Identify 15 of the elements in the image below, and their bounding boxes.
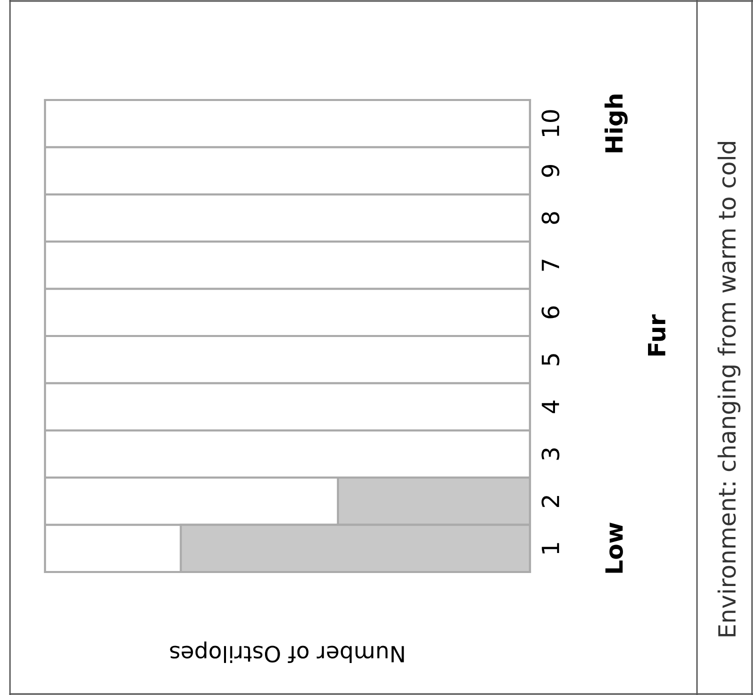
y-tick-label: 8 (542, 212, 560, 224)
y-tick-label: 3 (542, 448, 560, 460)
y-tick-label: 6 (542, 306, 560, 318)
y-tick-label: 5 (542, 354, 560, 366)
y-axis-title: Fur (648, 314, 666, 356)
y-tick-label: 1 (542, 543, 560, 554)
y-tick-label: 2 (542, 496, 560, 507)
text: Environment: changing from warm to cold (718, 142, 740, 636)
y-tick-label: 9 (542, 164, 560, 177)
text: High (604, 94, 628, 152)
x-axis-title: Number of Ostrilopes (170, 641, 404, 663)
y-tick-label: 7 (542, 260, 560, 271)
text: Low (605, 522, 623, 573)
y-tick-label: 10 (542, 110, 560, 136)
y-tick-label: 4 (542, 400, 560, 414)
